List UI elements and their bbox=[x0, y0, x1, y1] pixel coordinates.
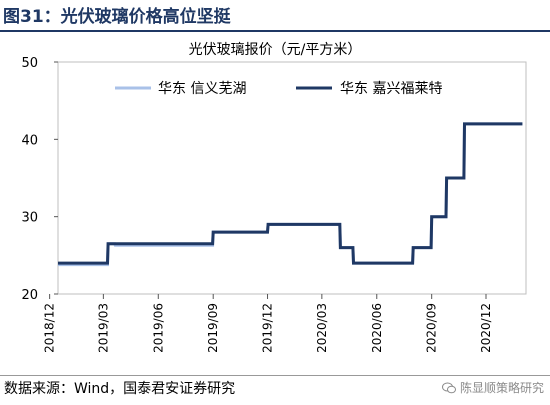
figure-title: 图31：光伏玻璃价格高位坚挺 bbox=[3, 7, 231, 27]
x-tick-label: 2020/03 bbox=[315, 303, 329, 353]
x-tick-label: 2020/06 bbox=[370, 303, 384, 353]
wechat-icon bbox=[441, 382, 456, 393]
bottom-divider bbox=[0, 375, 550, 376]
y-axis: 20 30 40 50 bbox=[21, 56, 58, 303]
y-tick-label: 40 bbox=[21, 133, 38, 148]
series-line-2 bbox=[58, 122, 523, 265]
y-tick-label: 50 bbox=[21, 56, 38, 71]
y-tick-label: 20 bbox=[21, 288, 38, 303]
x-tick-label: 2019/03 bbox=[96, 303, 110, 353]
x-tick-label: 2019/09 bbox=[206, 303, 220, 353]
y-tick-label: 30 bbox=[21, 211, 38, 226]
x-tick-label: 2020/12 bbox=[479, 303, 493, 353]
chart-title: 光伏玻璃报价（元/平方米） bbox=[189, 41, 362, 58]
x-tick-label: 2019/06 bbox=[151, 303, 165, 353]
series-layer bbox=[58, 122, 523, 267]
watermark: 陈显顺策略研究 bbox=[441, 379, 544, 396]
source-note: 数据来源：Wind，国泰君安证券研究 bbox=[4, 381, 236, 397]
x-axis: 2018/12 2019/03 2019/06 2019/09 2019/12 2020/… bbox=[43, 294, 493, 353]
watermark-text: 陈显顺策略研究 bbox=[459, 381, 544, 395]
plot-frame bbox=[57, 61, 527, 295]
legend-label-2: 华东 嘉兴福莱特 bbox=[340, 81, 442, 97]
x-tick-label: 2020/09 bbox=[425, 303, 439, 353]
x-tick-label: 2019/12 bbox=[261, 303, 275, 353]
title-divider bbox=[0, 30, 550, 32]
legend: 华东 信义芜湖 华东 嘉兴福莱特 bbox=[115, 80, 442, 97]
x-tick-label: 2018/12 bbox=[43, 303, 57, 353]
plot-border bbox=[57, 61, 527, 295]
legend-label-1: 华东 信义芜湖 bbox=[158, 80, 246, 97]
